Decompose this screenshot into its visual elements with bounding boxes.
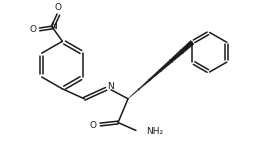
Text: O: O bbox=[29, 25, 36, 34]
Polygon shape bbox=[128, 40, 194, 99]
Text: N: N bbox=[107, 82, 114, 91]
Text: N: N bbox=[50, 22, 57, 31]
Text: NH₂: NH₂ bbox=[146, 127, 163, 136]
Text: O: O bbox=[90, 121, 97, 130]
Text: O: O bbox=[55, 3, 62, 12]
